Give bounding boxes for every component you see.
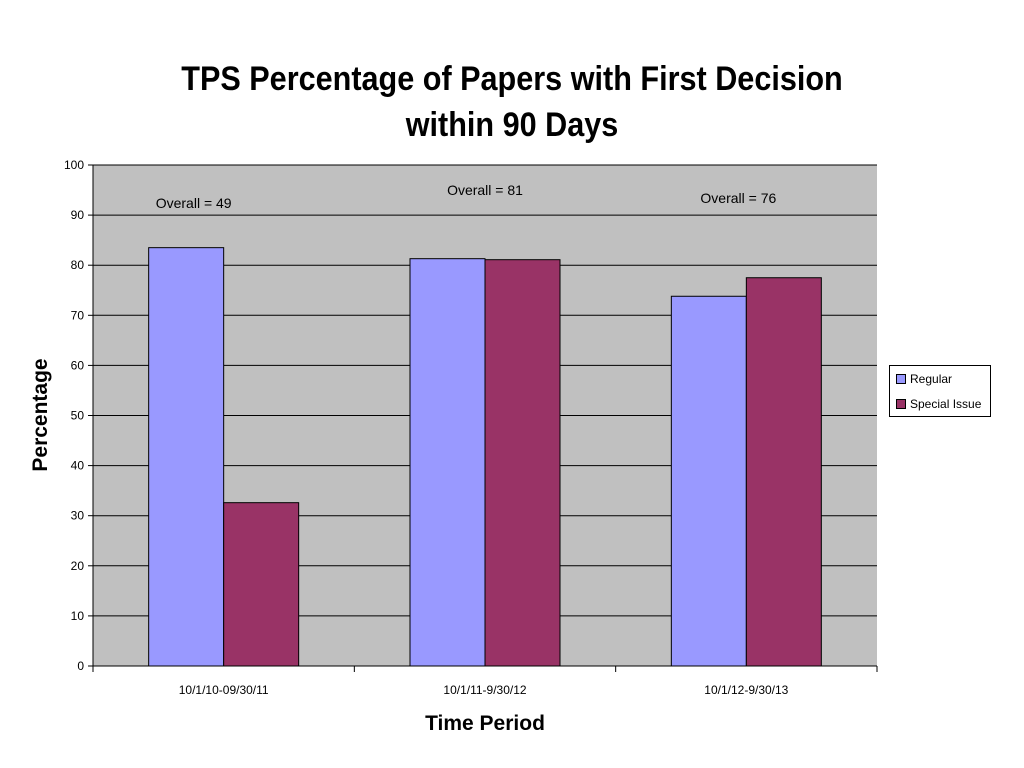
bar-special-issue bbox=[745, 277, 822, 667]
x-tick-label: 10/1/11-9/30/12 bbox=[443, 683, 527, 697]
y-tick-label: 20 bbox=[71, 559, 85, 573]
y-tick-label: 50 bbox=[71, 409, 85, 423]
overall-annotation: Overall = 49 bbox=[156, 195, 232, 211]
y-tick-label: 10 bbox=[71, 609, 85, 623]
y-tick-label: 80 bbox=[71, 258, 85, 272]
x-axis-label: Time Period bbox=[425, 712, 545, 735]
y-tick-label: 90 bbox=[71, 208, 85, 222]
legend-item-regular: Regular bbox=[896, 372, 952, 386]
bar-special-issue bbox=[223, 502, 300, 667]
legend-item-special-issue: Special Issue bbox=[896, 397, 981, 411]
legend-swatch-regular bbox=[896, 374, 906, 384]
y-axis-label: Percentage bbox=[29, 358, 52, 471]
chart-title: TPS Percentage of Papers with First Deci… bbox=[51, 56, 973, 148]
y-tick-label: 60 bbox=[71, 358, 85, 372]
y-tick-label: 40 bbox=[71, 459, 85, 473]
legend: Regular Special Issue bbox=[889, 365, 991, 417]
bar-layer bbox=[148, 247, 822, 667]
y-tick-label: 0 bbox=[77, 659, 84, 673]
legend-label-regular: Regular bbox=[910, 372, 953, 386]
x-tick-label: 10/1/10-09/30/11 bbox=[179, 683, 269, 697]
legend-swatch-special-issue bbox=[896, 399, 906, 409]
y-tick-label: 30 bbox=[71, 509, 85, 523]
bar-special-issue bbox=[484, 259, 561, 667]
y-tick-label: 70 bbox=[71, 308, 85, 322]
y-tick-label: 100 bbox=[64, 158, 84, 172]
bar-regular bbox=[670, 295, 747, 667]
chart-title-line-2: within 90 Days bbox=[405, 106, 619, 144]
bar-regular bbox=[148, 247, 225, 667]
overall-annotation: Overall = 76 bbox=[700, 190, 776, 206]
bar-regular bbox=[409, 258, 486, 667]
overall-annotation: Overall = 81 bbox=[447, 182, 523, 198]
chart-title-line-1: TPS Percentage of Papers with First Deci… bbox=[181, 60, 843, 98]
annotation-layer: Overall = 49 Overall = 81 Overall = 76 bbox=[156, 182, 777, 211]
axis-layer: 0 10 20 30 40 50 60 70 80 90 100 10/1/10-09/30/11 10… bbox=[64, 158, 878, 697]
legend-label-special-issue: Special Issue bbox=[910, 397, 982, 411]
x-tick-label: 10/1/12-9/30/13 bbox=[704, 683, 788, 697]
